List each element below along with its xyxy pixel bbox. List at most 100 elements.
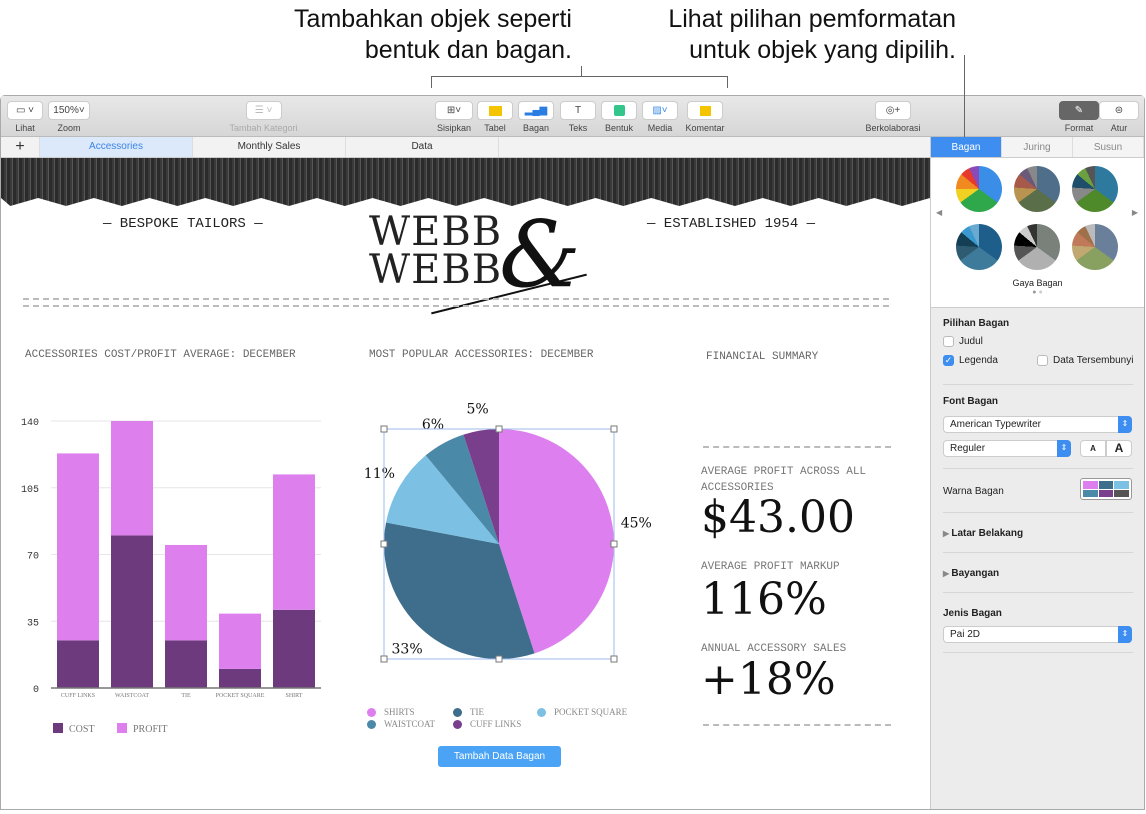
font-select[interactable]: American Typewriter ⇕ xyxy=(943,416,1132,433)
y-tick-label: 0 xyxy=(33,685,39,696)
bar-profit xyxy=(165,544,207,641)
shadow-disclosure[interactable]: ▶ Bayangan xyxy=(943,568,1000,579)
tab-data[interactable]: Data xyxy=(346,137,499,157)
resize-handle[interactable] xyxy=(495,655,503,663)
established-header: — ESTABLISHED 1954 — xyxy=(647,216,816,232)
title-checkbox[interactable]: Judul xyxy=(943,336,1133,347)
resize-handle[interactable] xyxy=(380,540,388,548)
resize-handle[interactable] xyxy=(495,425,503,433)
next-styles-arrow[interactable]: ▶ xyxy=(1131,208,1138,217)
x-tick-label: CUFF LINKS xyxy=(61,693,95,699)
fin-value-1: $43.00 xyxy=(701,492,855,543)
chart-type-select[interactable]: Pai 2D ⇕ xyxy=(943,626,1132,643)
hidden-data-checkbox[interactable]: Data Tersembunyi xyxy=(1037,355,1143,366)
legend-item: WAISTCOAT xyxy=(367,718,435,730)
shape-icon xyxy=(601,101,637,120)
legend-dot xyxy=(367,720,376,730)
chart-style-3[interactable] xyxy=(1072,166,1118,212)
chart-colors-swatch[interactable] xyxy=(1080,478,1132,500)
chart-icon: ▂▄▆ xyxy=(518,101,554,120)
resize-handle[interactable] xyxy=(380,655,388,663)
sidebar-icon: ▭ ˅ xyxy=(7,101,43,120)
resize-handle[interactable] xyxy=(610,540,618,548)
legend-checkbox[interactable]: ✓ Legenda xyxy=(943,355,998,367)
format-button[interactable]: ✎ Format xyxy=(1059,101,1099,133)
checkbox[interactable] xyxy=(1037,355,1048,366)
collaborate-button[interactable]: ◎+ Berkolaborasi xyxy=(861,101,925,133)
add-sheet-button[interactable]: + xyxy=(1,137,40,157)
paintbrush-icon: ✎ xyxy=(1059,101,1099,120)
bar-profit xyxy=(57,453,99,641)
tab-arrange[interactable]: Susun xyxy=(1073,137,1144,157)
font-weight-select[interactable]: Reguler ⇕ xyxy=(943,440,1071,457)
tab-wedges[interactable]: Juring xyxy=(1002,137,1073,157)
x-tick-label: TIE xyxy=(181,693,191,699)
bar-cost xyxy=(111,535,153,688)
chart-style-5[interactable] xyxy=(1014,224,1060,270)
decrease-font-button[interactable]: A xyxy=(1080,440,1106,457)
sheet-canvas: — BESPOKE TAILORS — — ESTABLISHED 1954 —… xyxy=(1,158,930,809)
zoom-button[interactable]: 150% ˅ Zoom xyxy=(48,101,90,133)
fin-label-2: AVERAGE PROFIT MARKUP xyxy=(701,561,840,573)
legend-dot xyxy=(453,720,462,730)
chart-style-1[interactable] xyxy=(956,166,1002,212)
pie-chart-title: MOST POPULAR ACCESSORIES: DECEMBER xyxy=(369,349,594,361)
pie-slice-pocket-square xyxy=(386,455,499,544)
bar-chart[interactable]: 0 35 70 105 140 CUFF LINKS WAISTCOAT TIE POCKET … xyxy=(1,398,341,748)
checkmark-icon[interactable]: ✓ xyxy=(943,355,954,366)
chart-styles-label: Gaya Bagan xyxy=(1012,278,1063,288)
shape-button[interactable]: Bentuk xyxy=(601,101,637,133)
bar-cost xyxy=(273,609,315,688)
resize-handle[interactable] xyxy=(610,425,618,433)
numbers-window: ▭ ˅ Lihat 150% ˅ Zoom ☰ ˅ Tambah Kategori ⊞˅… xyxy=(0,95,1145,810)
fin-value-3: +18% xyxy=(701,654,836,705)
legend-item: TIE xyxy=(453,706,484,718)
resize-handle[interactable] xyxy=(610,655,618,663)
tab-monthly-sales[interactable]: Monthly Sales xyxy=(193,137,346,157)
fin-label-3: ANNUAL ACCESSORY SALES xyxy=(701,643,847,655)
stepper-icon: ⇕ xyxy=(1057,440,1071,457)
legend-dot xyxy=(453,708,462,718)
legend-swatch xyxy=(53,723,63,733)
chart-button[interactable]: ▂▄▆ Bagan xyxy=(518,101,554,133)
add-category-button[interactable]: ☰ ˅ Tambah Kategori xyxy=(226,101,301,133)
legend-label: TIE xyxy=(470,707,484,717)
page-dots[interactable]: ● ● xyxy=(1032,289,1043,296)
increase-font-button[interactable]: A xyxy=(1106,440,1132,457)
media-button[interactable]: ▨˅ Media xyxy=(642,101,678,133)
tab-accessories[interactable]: Accessories xyxy=(40,137,193,157)
stepper-icon: ⇕ xyxy=(1118,416,1132,433)
add-chart-data-button[interactable]: Tambah Data Bagan xyxy=(438,746,561,767)
tab-chart[interactable]: Bagan xyxy=(931,137,1002,157)
chart-colors-label: Warna Bagan xyxy=(943,486,1004,497)
prev-styles-arrow[interactable]: ◀ xyxy=(936,208,943,217)
legend-label: SHIRTS xyxy=(384,707,415,717)
bar-cost xyxy=(219,668,261,688)
background-disclosure[interactable]: ▶ Latar Belakang xyxy=(943,528,1024,539)
x-tick-label: POCKET SQUARE xyxy=(216,693,265,699)
bar-profit xyxy=(273,474,315,610)
chart-style-6[interactable] xyxy=(1072,224,1118,270)
legend-label: WAISTCOAT xyxy=(384,719,435,729)
table-button[interactable]: Tabel xyxy=(477,101,513,133)
disclosure-triangle-icon: ▶ xyxy=(943,569,952,578)
y-tick-label: 140 xyxy=(21,418,39,429)
organize-button[interactable]: ⊜ Atur xyxy=(1099,101,1139,133)
comment-button[interactable]: Komentar xyxy=(683,101,727,133)
fin-label-1: AVERAGE PROFIT ACROSS ALL ACCESSORIES xyxy=(701,466,867,494)
x-tick-label: WAISTCOAT xyxy=(115,693,149,699)
fabric-banner xyxy=(1,158,930,206)
view-button[interactable]: ▭ ˅ Lihat xyxy=(7,101,43,133)
checkbox[interactable] xyxy=(943,336,954,347)
chart-styles: ◀ ▶ Gaya Bagan ● ● xyxy=(931,158,1144,308)
x-tick-label: SHIRT xyxy=(286,693,303,699)
chart-style-4[interactable] xyxy=(956,224,1002,270)
pie-slice-cuff-links xyxy=(463,429,499,544)
insert-button[interactable]: ⊞˅ Sisipkan xyxy=(435,101,473,133)
text-button[interactable]: T Teks xyxy=(560,101,596,133)
organize-icon: ⊜ xyxy=(1099,101,1139,120)
chart-style-2[interactable] xyxy=(1014,166,1060,212)
legend-item: SHIRTS xyxy=(367,706,414,718)
resize-handle[interactable] xyxy=(380,425,388,433)
pie-chart[interactable]: 45% 33% 11% 6% 5% xyxy=(341,388,681,698)
